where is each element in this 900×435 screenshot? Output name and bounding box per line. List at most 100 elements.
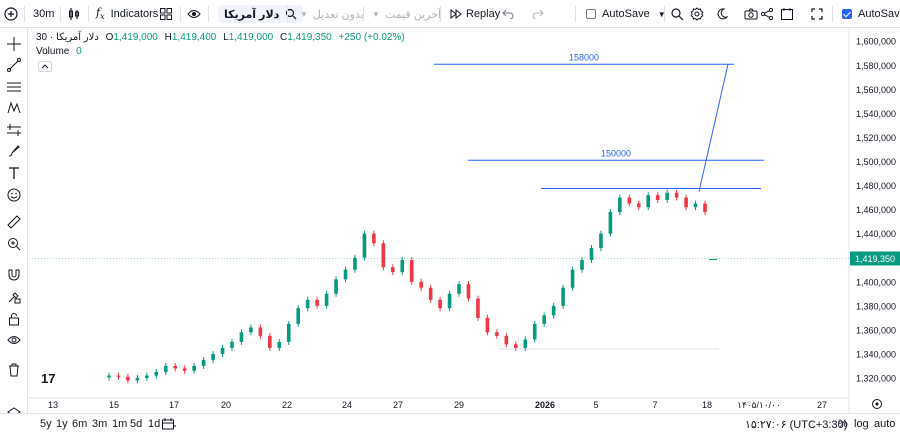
candle-body	[618, 197, 622, 212]
autosave-toggle[interactable]: AutoSave ▼	[586, 0, 666, 28]
x-tick-label: 29	[454, 400, 464, 410]
range-3m[interactable]: 3m	[92, 418, 108, 430]
indicators-label: Indicators	[110, 8, 159, 20]
candle-body	[447, 293, 452, 309]
candle-body	[381, 243, 386, 268]
candle-body	[495, 332, 499, 336]
candle-body	[277, 341, 282, 348]
settings-gear-icon[interactable]	[690, 0, 704, 28]
candle-body	[391, 267, 395, 273]
log-toggle[interactable]: log	[854, 418, 869, 430]
share-icon[interactable]	[760, 0, 774, 28]
autosave-right-toggle[interactable]: AutoSave	[842, 0, 900, 28]
y-tick-label: 1,320,000	[856, 373, 896, 383]
magnet-icon[interactable]	[4, 265, 24, 285]
volume-legend: Volume 0	[36, 46, 82, 57]
search-icon	[286, 8, 297, 20]
symbol-search-value: دلار آمریکا	[224, 8, 280, 21]
visibility-icon[interactable]	[4, 330, 24, 350]
legend-interval: 30	[36, 32, 48, 43]
adjustment-dropdown[interactable]: ▼ بدون تعدیل	[300, 0, 364, 28]
text-icon[interactable]	[4, 163, 24, 183]
ruler-icon[interactable]	[4, 212, 24, 232]
candle-body	[173, 365, 178, 369]
range-5y[interactable]: 5y	[40, 418, 52, 430]
volume-label[interactable]: Volume	[36, 46, 70, 57]
percent-toggle[interactable]: %	[838, 418, 848, 430]
symbol-search-box[interactable]: دلار آمریکا	[218, 5, 304, 23]
lock-drawing-icon[interactable]	[4, 287, 24, 307]
candle-body	[107, 375, 111, 378]
trend-line-drawing[interactable]	[698, 64, 729, 192]
legend-low: 1,419,000	[228, 32, 274, 43]
range-1m[interactable]: 1m	[112, 418, 128, 430]
autosave-right-checkbox[interactable]	[842, 9, 852, 19]
price-type-dropdown[interactable]: ▼ آخرین قیمت	[372, 0, 441, 28]
replay-button[interactable]: Replay	[450, 0, 500, 28]
candle-body	[580, 260, 584, 270]
candle-body	[249, 327, 253, 333]
candle-body	[485, 317, 490, 333]
clock-timezone[interactable]: ۱۵:۲۷:۰۶ (UTC+3:30)	[745, 419, 848, 431]
pattern-icon[interactable]	[4, 98, 24, 118]
range-5d[interactable]: 5d	[130, 418, 143, 430]
lock-icon[interactable]	[4, 309, 24, 329]
redo-icon[interactable]	[532, 0, 544, 28]
candle-body	[163, 365, 168, 372]
zoom-in-icon[interactable]	[4, 234, 24, 254]
candle-body	[258, 327, 263, 336]
forecast-icon[interactable]	[4, 120, 24, 140]
candle-body	[513, 344, 518, 348]
y-tick-label: 1,580,000	[856, 61, 896, 71]
chevron-down-icon: ▼	[372, 9, 380, 19]
eye-icon[interactable]	[187, 0, 201, 28]
trend-line-icon[interactable]	[4, 55, 24, 75]
layout-icon[interactable]	[781, 0, 793, 28]
camera-icon[interactable]	[744, 0, 758, 28]
brush-icon[interactable]	[4, 141, 24, 161]
autosave-checkbox[interactable]	[586, 9, 596, 19]
emoji-icon[interactable]	[4, 185, 24, 205]
candle-body	[192, 365, 196, 371]
crosshair-icon[interactable]	[4, 34, 24, 54]
candle-body	[286, 323, 291, 342]
y-tick-label: 1,560,000	[856, 85, 896, 95]
candle-body	[419, 281, 423, 288]
tradingview-logo[interactable]: 17	[41, 371, 55, 386]
collapse-legend-button[interactable]	[38, 61, 52, 72]
candle-body	[201, 359, 206, 366]
candle-body	[182, 368, 187, 371]
legend-symbol[interactable]: دلار آمریکا	[56, 32, 99, 43]
candle-body	[343, 269, 348, 280]
auto-toggle[interactable]: auto	[874, 418, 896, 430]
candle-body	[561, 287, 565, 306]
y-tick-label: 1,480,000	[856, 181, 896, 191]
candle-body	[589, 248, 594, 261]
add-symbol-icon[interactable]	[4, 0, 18, 28]
interval-button[interactable]: 30m	[33, 8, 55, 20]
range-1d[interactable]: 1d	[148, 418, 161, 430]
chevron-down-icon: ▼	[300, 9, 308, 19]
axis-settings-icon[interactable]	[872, 399, 882, 409]
date-range-icon[interactable]	[162, 418, 176, 433]
chevron-down-icon: ▼	[657, 9, 666, 19]
theme-moon-icon[interactable]	[716, 0, 728, 28]
quick-search-icon[interactable]	[670, 0, 684, 28]
chart-legend: دلار آمریکا · 30 O1,419,000 H1,419,400 L…	[36, 32, 405, 43]
fullscreen-icon[interactable]	[811, 0, 823, 28]
drawing-toolbar	[0, 28, 28, 420]
fib-retracement-icon[interactable]	[4, 77, 24, 97]
y-tick-label: 1,400,000	[856, 277, 896, 287]
range-1y[interactable]: 1y	[56, 418, 68, 430]
templates-icon[interactable]	[160, 0, 172, 28]
indicators-button[interactable]: fx Indicators	[96, 0, 158, 28]
range-6m[interactable]: 6m	[72, 418, 88, 430]
undo-icon[interactable]	[502, 0, 514, 28]
x-tick-label: 2026	[535, 400, 555, 410]
trash-icon[interactable]	[4, 360, 24, 380]
candle-body	[362, 233, 367, 258]
adjustment-label: بدون تعدیل	[312, 8, 364, 21]
bar-style-icon[interactable]	[68, 0, 80, 28]
price-chart[interactable]: 1,600,000 1,580,000 1,560,000 1,540,000 1,52…	[29, 28, 900, 413]
candle-body	[145, 375, 149, 378]
